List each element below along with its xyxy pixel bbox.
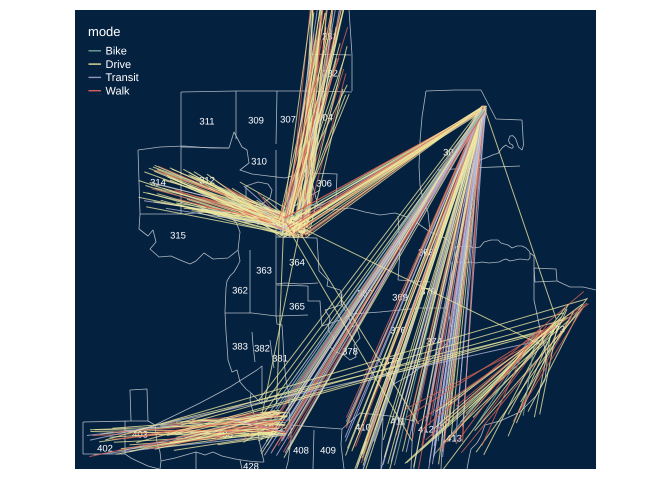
svg-text:309: 309 xyxy=(248,115,264,126)
svg-text:306: 306 xyxy=(316,178,332,189)
svg-text:mode: mode xyxy=(88,24,121,39)
svg-text:365: 365 xyxy=(289,301,305,312)
svg-text:382: 382 xyxy=(254,343,270,354)
svg-text:383: 383 xyxy=(232,341,248,352)
svg-text:310: 310 xyxy=(251,156,267,167)
svg-text:311: 311 xyxy=(199,116,214,127)
svg-text:Drive: Drive xyxy=(106,59,132,71)
svg-text:Walk: Walk xyxy=(106,86,131,98)
svg-text:307: 307 xyxy=(280,114,296,125)
svg-text:315: 315 xyxy=(170,230,186,241)
svg-text:362: 362 xyxy=(232,285,248,296)
svg-text:364: 364 xyxy=(289,257,305,268)
svg-text:408: 408 xyxy=(293,445,309,456)
svg-text:Transit: Transit xyxy=(106,72,139,84)
svg-text:Bike: Bike xyxy=(106,46,127,58)
svg-text:363: 363 xyxy=(256,265,272,276)
svg-text:409: 409 xyxy=(320,445,336,456)
